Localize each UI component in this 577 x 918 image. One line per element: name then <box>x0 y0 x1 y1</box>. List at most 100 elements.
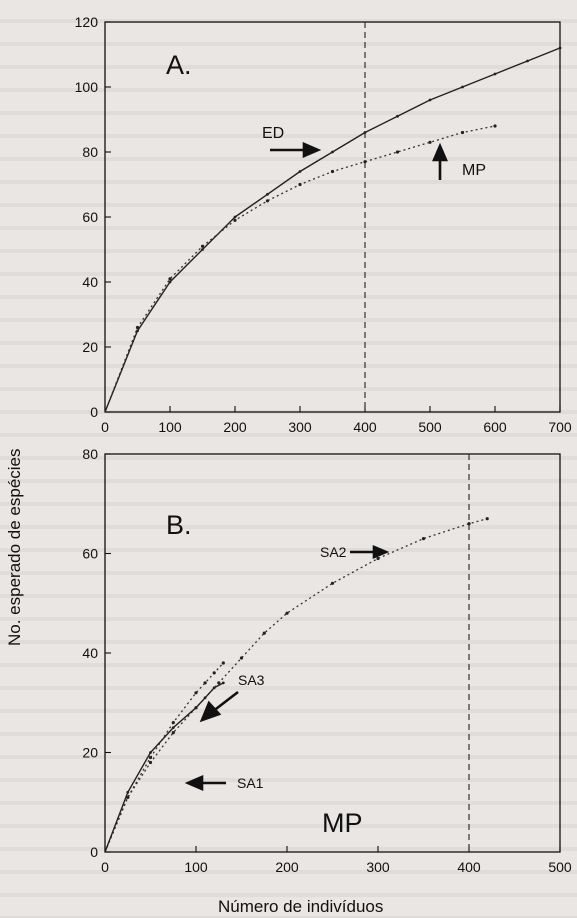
panel-a-series-ed <box>104 47 561 413</box>
panel-b-sa2-arrow <box>350 545 390 559</box>
panel-a-point-ed <box>233 215 237 219</box>
panel-b-point-sa1 <box>149 751 152 754</box>
panel-a-point-ed <box>363 131 367 134</box>
panel-a-y-tick-label: 0 <box>90 404 98 420</box>
panel-b-point-sa2 <box>467 522 471 526</box>
panel-b-y-tick-label: 40 <box>82 645 98 661</box>
panel-a-point-mp <box>330 169 335 174</box>
panel-a-point-ed <box>168 280 172 284</box>
panel-a-point-ed <box>526 59 529 63</box>
panel-a-point-ed <box>461 85 464 89</box>
panel-b-x-tick-label: 300 <box>366 859 390 875</box>
panel-b-sa3-arrow <box>199 690 239 723</box>
panel-a-x-tick-label: 400 <box>353 419 377 435</box>
panel-b-letter: B. <box>166 510 192 540</box>
panel-b-point-sa1 <box>203 696 207 700</box>
panel-b-sa3-label: SA3 <box>238 672 265 688</box>
panel-b-sa1-arrow <box>184 775 226 791</box>
panel-b-series-sa3 <box>104 662 224 853</box>
panel-a-y-tick-label: 20 <box>82 339 98 355</box>
panel-a-series-mp <box>104 125 496 413</box>
panel-b-mp-label: MP <box>322 808 363 838</box>
panel-a-ed-label: ED <box>262 125 284 142</box>
panel-b-x-tick-label: 500 <box>548 859 572 875</box>
panel-b-point-sa1 <box>126 790 130 794</box>
panel-a-point-ed <box>396 114 399 118</box>
panel-a-point-mp <box>265 199 270 203</box>
panel-b-point-sa2 <box>217 681 221 685</box>
panel-b-series-sa1 <box>104 682 224 853</box>
panel-a-x-tick-label: 100 <box>158 419 182 435</box>
panel-b-point-sa3 <box>212 671 216 675</box>
panel-a-point-mp <box>135 325 140 330</box>
panel-a-mp-label: MP <box>462 162 486 179</box>
panel-b-y-tick-label: 0 <box>90 844 98 860</box>
panel-a-x-tick-label: 600 <box>483 419 507 435</box>
panel-b-point-sa2 <box>262 631 266 635</box>
panel-a-x-tick-label: 300 <box>288 419 312 435</box>
panel-b-series-sa2 <box>104 518 488 853</box>
panel-b-point-sa2 <box>239 656 244 660</box>
panel-b-point-sa1 <box>194 706 198 710</box>
panel-a-point-ed <box>558 46 562 50</box>
panel-a-y-tick-label: 100 <box>75 79 99 95</box>
panel-a-mp-arrow <box>432 142 448 180</box>
panel-b-point-sa3 <box>203 681 207 685</box>
panel-a-point-ed <box>493 72 497 76</box>
panel-b-point-sa3 <box>171 721 175 725</box>
panel-b-point-sa2 <box>148 760 153 765</box>
panel-b-point-sa2 <box>171 731 175 735</box>
panel-b-y-tick-label: 60 <box>82 546 98 562</box>
panel-b: 0 100 200 300 400 500 0 20 40 60 80 B. SA2 SA3 SA1… <box>82 446 571 875</box>
panel-a-point-mp <box>428 140 432 144</box>
panel-a-point-mp <box>233 218 237 222</box>
panel-b-x-tick-label: 400 <box>457 859 481 875</box>
panel-b-x-tick-label: 100 <box>184 859 208 875</box>
panel-a-x-tick-label: 200 <box>223 419 247 435</box>
panel-b-point-sa2 <box>421 537 426 541</box>
panel-a-point-ed <box>298 170 302 173</box>
panel-a-point-ed <box>428 98 432 102</box>
panel-a-point-mp <box>460 130 465 135</box>
panel-b-point-sa2 <box>330 581 335 585</box>
panel-b-point-sa2 <box>485 517 489 521</box>
panel-a-ed-arrow <box>270 142 322 158</box>
x-axis-title: Número de indivíduos <box>218 897 383 916</box>
panel-b-sa1-label: SA1 <box>237 775 264 791</box>
y-axis-title: No. esperado de espécies <box>5 448 24 646</box>
panel-a-x-tick-label: 700 <box>548 419 572 435</box>
panel-b-point-sa3 <box>221 661 225 665</box>
panel-b-point-sa1 <box>212 686 216 690</box>
panel-a-x-tick-label: 500 <box>418 419 442 435</box>
panel-b-x-tick-label: 0 <box>101 859 109 875</box>
panel-b-sa2-label: SA2 <box>320 544 347 560</box>
panel-a-point-mp <box>200 244 205 248</box>
panel-b-point-sa3 <box>126 795 130 799</box>
panel-b-point-sa2 <box>376 556 380 561</box>
panel-a-y-tick-label: 60 <box>82 209 98 225</box>
panel-a-x-tick-label: 0 <box>101 419 109 435</box>
panel-a-y-tick-label: 80 <box>82 144 98 160</box>
panel-a: 0 100 200 300 400 500 600 700 0 20 40 60 80 100 120 A.… <box>75 14 572 435</box>
panel-b-point-sa1 <box>221 681 225 685</box>
panel-a-letter: A. <box>166 50 192 80</box>
panel-a-point-mp <box>363 160 367 164</box>
panel-b-point-sa3 <box>148 755 153 760</box>
panel-a-point-mp <box>298 182 302 187</box>
panel-a-point-ed <box>136 329 139 333</box>
panel-a-frame <box>104 21 561 413</box>
panel-a-point-mp <box>493 124 497 128</box>
panel-b-x-tick-label: 200 <box>275 859 299 875</box>
panel-a-y-tick-label: 40 <box>82 274 98 290</box>
panel-a-point-mp <box>395 150 400 154</box>
panel-b-point-sa3 <box>194 691 198 695</box>
panel-b-point-sa2 <box>285 611 289 615</box>
panel-a-point-ed <box>266 192 269 196</box>
panel-a-point-mp <box>168 277 172 281</box>
panel-a-point-ed <box>201 248 204 251</box>
panel-a-y-tick-label: 120 <box>75 14 99 30</box>
panel-b-point-sa1 <box>171 726 175 729</box>
panel-b-y-tick-label: 20 <box>82 745 98 761</box>
panel-a-point-ed <box>331 150 334 154</box>
